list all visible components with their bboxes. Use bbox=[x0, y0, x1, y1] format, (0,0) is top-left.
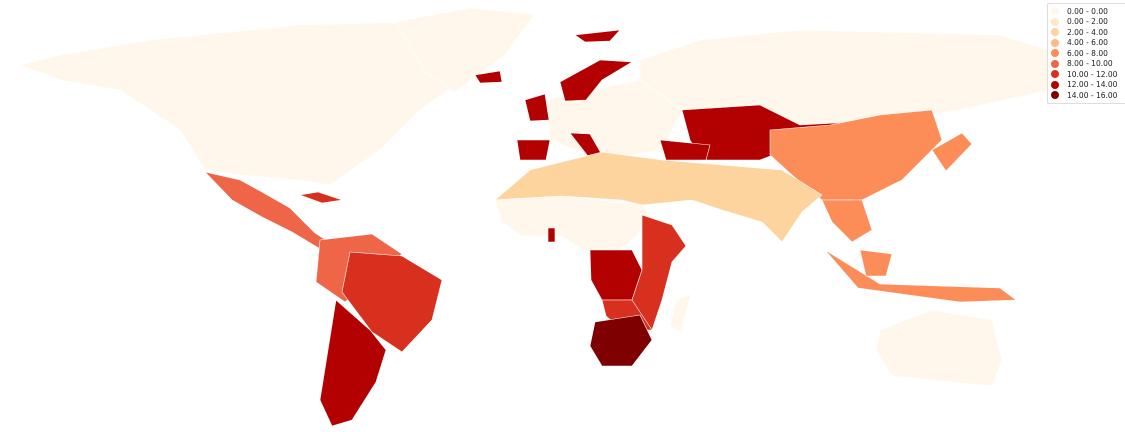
legend-entry: 12.00 - 14.00 bbox=[1051, 80, 1125, 91]
region-china bbox=[769, 109, 943, 201]
legend-swatch bbox=[1051, 17, 1059, 26]
legend-entry: 14.00 - 16.00 bbox=[1051, 90, 1125, 101]
region-indonesia-philippines bbox=[824, 249, 1017, 303]
legend-entry: 0.00 - 0.00 bbox=[1051, 6, 1125, 17]
legend-label: 8.00 - 10.00 bbox=[1067, 59, 1113, 69]
legend-label: 2.00 - 4.00 bbox=[1067, 27, 1108, 37]
region-greenland bbox=[394, 7, 536, 93]
region-east-africa bbox=[631, 214, 687, 331]
legend-swatch bbox=[1051, 38, 1059, 47]
legend-entry: 2.00 - 4.00 bbox=[1051, 27, 1125, 38]
legend: 0.00 - 0.00 0.00 - 2.00 2.00 - 4.00 4.00 - … bbox=[1047, 3, 1125, 104]
legend-label: 12.00 - 14.00 bbox=[1067, 80, 1118, 90]
region-madagascar bbox=[669, 293, 692, 333]
legend-entry: 8.00 - 10.00 bbox=[1051, 59, 1125, 70]
region-iceland bbox=[474, 70, 503, 84]
legend-entry: 6.00 - 8.00 bbox=[1051, 48, 1125, 59]
region-north-africa-middle-east-india bbox=[494, 151, 823, 243]
legend-swatch bbox=[1051, 80, 1059, 89]
region-uk bbox=[524, 93, 550, 122]
region-borneo bbox=[859, 249, 893, 277]
legend-swatch bbox=[1051, 91, 1059, 100]
region-southern-africa bbox=[589, 314, 653, 367]
legend-entry: 4.00 - 6.00 bbox=[1051, 38, 1125, 49]
region-west-central-africa bbox=[494, 195, 653, 256]
region-australia bbox=[875, 309, 1003, 387]
legend-swatch bbox=[1051, 59, 1059, 68]
region-equatorial-guinea bbox=[547, 227, 556, 243]
legend-swatch bbox=[1051, 70, 1059, 79]
region-japan bbox=[931, 132, 973, 172]
region-mexico-central-america bbox=[204, 171, 333, 251]
region-north-america bbox=[19, 21, 481, 186]
region-spain bbox=[516, 139, 551, 161]
legend-label: 6.00 - 8.00 bbox=[1067, 48, 1108, 58]
legend-entry: 10.00 - 12.00 bbox=[1051, 69, 1125, 80]
legend-label: 0.00 - 2.00 bbox=[1067, 17, 1108, 27]
region-scandinavia bbox=[559, 59, 633, 102]
region-brazil bbox=[341, 251, 443, 353]
region-caribbean bbox=[299, 191, 343, 204]
legend-label: 0.00 - 0.00 bbox=[1067, 6, 1108, 16]
legend-entry: 0.00 - 2.00 bbox=[1051, 17, 1125, 28]
legend-swatch bbox=[1051, 49, 1059, 58]
region-turkey-caucasus bbox=[659, 139, 711, 161]
region-svalbard bbox=[574, 29, 621, 43]
legend-label: 14.00 - 16.00 bbox=[1067, 90, 1118, 100]
legend-label: 4.00 - 6.00 bbox=[1067, 38, 1108, 48]
region-chile-argentina bbox=[319, 299, 387, 427]
legend-swatch bbox=[1051, 28, 1059, 37]
legend-swatch bbox=[1051, 7, 1059, 16]
region-southeast-asia bbox=[821, 199, 873, 243]
legend-label: 10.00 - 12.00 bbox=[1067, 69, 1118, 79]
